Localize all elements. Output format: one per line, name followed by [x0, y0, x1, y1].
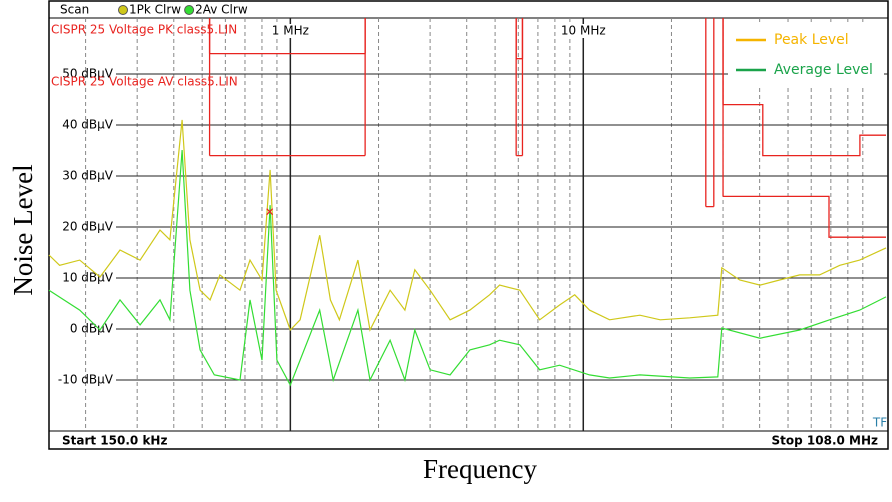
marker — [266, 208, 274, 216]
y-tick-label: -10 dBµV — [58, 373, 114, 387]
x-tick-bg — [270, 24, 311, 38]
limit-line — [209, 154, 886, 238]
trace — [48, 119, 887, 332]
limit-line — [209, 52, 886, 157]
x-tick-label: 10 MHz — [561, 24, 606, 38]
legend-label: Average Level — [774, 62, 873, 78]
trace — [48, 149, 887, 387]
y-tick-label: 10 dBµV — [62, 271, 114, 285]
legend-box — [728, 24, 884, 88]
trace-label: 1Pk Clrw — [129, 3, 181, 17]
corner-label: TF — [872, 416, 887, 430]
x-tick-label: 1 MHz — [272, 24, 309, 38]
y-tick-label: 0 dBµV — [70, 322, 114, 336]
y-axis-title: Noise Level — [8, 164, 38, 295]
x-tick-bg — [563, 24, 604, 38]
header-mode: Scan — [60, 3, 89, 17]
x-axis-title: Frequency — [423, 454, 537, 484]
y-tick-label: 50 dBµV — [62, 67, 114, 81]
stop-label: Stop 108.0 MHz — [772, 434, 879, 448]
y-tick-label: 40 dBµV — [62, 118, 114, 132]
trace-label: 2Av Clrw — [195, 3, 248, 17]
legend-label: Peak Level — [774, 32, 849, 48]
trace-indicator — [118, 5, 128, 15]
y-tick-label: 30 dBµV — [62, 169, 114, 183]
trace-indicator — [184, 5, 195, 15]
y-tick-label: 20 dBµV — [62, 220, 114, 234]
limit-label: CISPR 25 Voltage AV class5.LIN — [51, 75, 238, 89]
start-label: Start 150.0 kHz — [62, 434, 167, 448]
limit-label: CISPR 25 Voltage PK class5.LIN — [51, 23, 237, 37]
